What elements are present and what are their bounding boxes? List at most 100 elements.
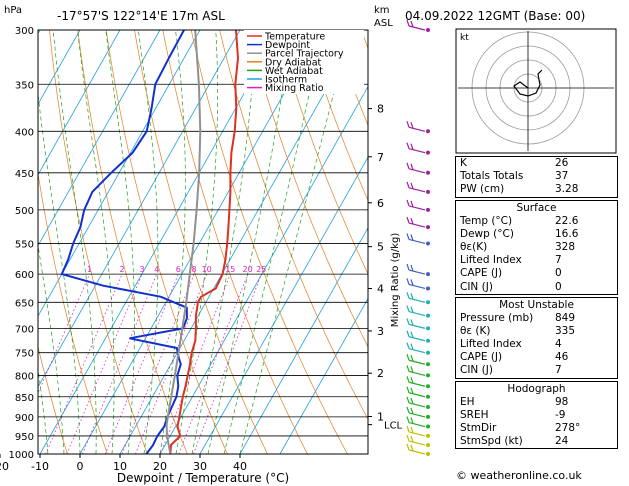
isotherm-line xyxy=(79,30,321,454)
wind-barb xyxy=(408,370,426,376)
wind-barb xyxy=(408,297,426,303)
isotherm-line xyxy=(119,30,361,454)
wet-adiabat-line xyxy=(77,30,115,454)
hodograph-trace xyxy=(513,69,543,97)
mixing-ratio-line xyxy=(178,273,248,454)
mixing-ratio-label: 15 xyxy=(225,265,235,274)
pressure-tick-label: 350 xyxy=(15,80,34,91)
wind-barb-dot xyxy=(426,170,430,175)
mixing-ratio-axis-label: Mixing Ratio (g/kg) xyxy=(390,233,401,328)
wind-barb xyxy=(408,348,426,354)
x-tick-label: 40 xyxy=(233,460,247,473)
mixing-ratio-label: 20 xyxy=(243,265,253,274)
wind-barb-flag xyxy=(406,233,410,240)
unstable-key: Lifted Index xyxy=(460,338,522,351)
wind-barb-flag xyxy=(406,443,410,451)
wind-barb-flag xyxy=(410,264,414,272)
isotherm-line xyxy=(38,30,121,176)
mixing-ratio-line xyxy=(160,273,231,454)
isotherm-line xyxy=(239,227,368,454)
wind-barb-flag xyxy=(410,279,414,286)
wind-barb-flag xyxy=(410,200,414,208)
index-row: K 26 xyxy=(456,157,617,170)
wind-barb-flag xyxy=(406,386,410,393)
surface-value: 328 xyxy=(555,240,576,253)
wind-barb-dot xyxy=(426,338,430,343)
hodo-value: 278° xyxy=(555,422,581,434)
pressure-tick-label: 900 xyxy=(15,413,34,424)
x-tick-label: 20 xyxy=(153,460,167,473)
wind-barb xyxy=(408,269,426,275)
hodo-value: -9 xyxy=(555,408,566,421)
wind-barb-dot xyxy=(426,272,430,277)
y-axis: 300 350 400 450 500 550 600 650 700 750 800 850 900 9… xyxy=(9,26,34,461)
pressure-tick-label: 750 xyxy=(15,349,34,360)
wind-barb xyxy=(408,126,426,132)
x-tick-label: 10 xyxy=(113,460,127,473)
unstable-row: CIN (J) 7 xyxy=(456,364,617,377)
plot-frame xyxy=(37,29,369,455)
wind-barb-flag xyxy=(406,142,410,149)
wind-barb-flag xyxy=(406,416,410,423)
wind-barb-flag xyxy=(406,278,410,285)
surface-key: CAPE (J) xyxy=(460,267,503,280)
dry-adiabat-line xyxy=(38,171,108,454)
wind-barb-flag xyxy=(406,330,410,337)
index-key: PW (cm) xyxy=(460,183,505,196)
wind-barb-flag xyxy=(410,397,414,405)
mixing-ratio-line xyxy=(66,273,143,454)
wind-barb xyxy=(408,421,426,428)
location-title: -17°57'S 122°14'E 17m ASL xyxy=(57,9,225,23)
legend-label: Dry Adiabat xyxy=(265,57,322,68)
mixing-ratio-line xyxy=(193,273,262,454)
wind-barb-dot xyxy=(426,150,430,155)
wind-barb xyxy=(408,187,426,193)
wind-barb-dot xyxy=(426,189,430,194)
wind-barb-dot xyxy=(426,414,430,419)
surface-value: 16.6 xyxy=(555,227,579,240)
wind-barb-dot xyxy=(426,362,430,367)
wet-adiabat-line xyxy=(0,30,16,454)
surface-row: Dewp (°C) 16.6 xyxy=(456,228,617,241)
indices-box: K 26 Totals Totals 37 PW (cm) 3.28 xyxy=(455,156,618,198)
wind-barb-flag xyxy=(406,162,410,169)
x-tick-label: 30 xyxy=(193,460,207,473)
copyright-footer: © weatheronline.co.uk xyxy=(456,469,582,482)
most-unstable-box: Most Unstable Pressure (mb) 849 θε (K) 335 L… xyxy=(455,296,618,379)
wind-barb-flag xyxy=(410,234,414,241)
isotherm-line xyxy=(38,30,161,247)
wind-barb-flag xyxy=(410,435,414,443)
pressure-tick-label: 450 xyxy=(15,169,34,180)
wind-barb-flag xyxy=(406,305,410,312)
mixing-ratio-line xyxy=(135,273,208,454)
series-temperature xyxy=(169,30,240,454)
wind-barb xyxy=(408,148,426,154)
surface-value: 0 xyxy=(555,267,562,280)
wind-barb-flag xyxy=(406,216,410,224)
wind-barb xyxy=(408,168,426,174)
pressure-tick-label: 800 xyxy=(15,371,34,382)
hodo-value: 98 xyxy=(555,395,569,408)
wind-barb-dot xyxy=(426,326,430,331)
wet-adiabat-line xyxy=(52,30,97,454)
surface-title: Surface xyxy=(516,201,557,214)
wind-barb-flag xyxy=(406,376,410,383)
wind-barb xyxy=(408,402,426,408)
wind-barb-flag xyxy=(410,163,414,170)
wind-barb xyxy=(408,440,426,446)
index-key: K xyxy=(460,157,467,169)
wind-barb-flag xyxy=(406,263,410,271)
wind-barb-flag xyxy=(410,182,414,190)
pressure-tick-label: 550 xyxy=(15,239,34,250)
wind-barb-dot xyxy=(426,394,430,399)
wet-adiabat-line xyxy=(175,30,218,454)
wind-barb-dot xyxy=(426,313,430,318)
wind-barb-flag xyxy=(410,20,414,28)
wet-adiabat-line xyxy=(38,91,81,454)
surface-key: Lifted Index xyxy=(460,254,522,267)
wind-barb-dot xyxy=(426,286,430,291)
surface-row: CAPE (J) 0 xyxy=(456,267,617,280)
wind-barb xyxy=(408,222,426,228)
